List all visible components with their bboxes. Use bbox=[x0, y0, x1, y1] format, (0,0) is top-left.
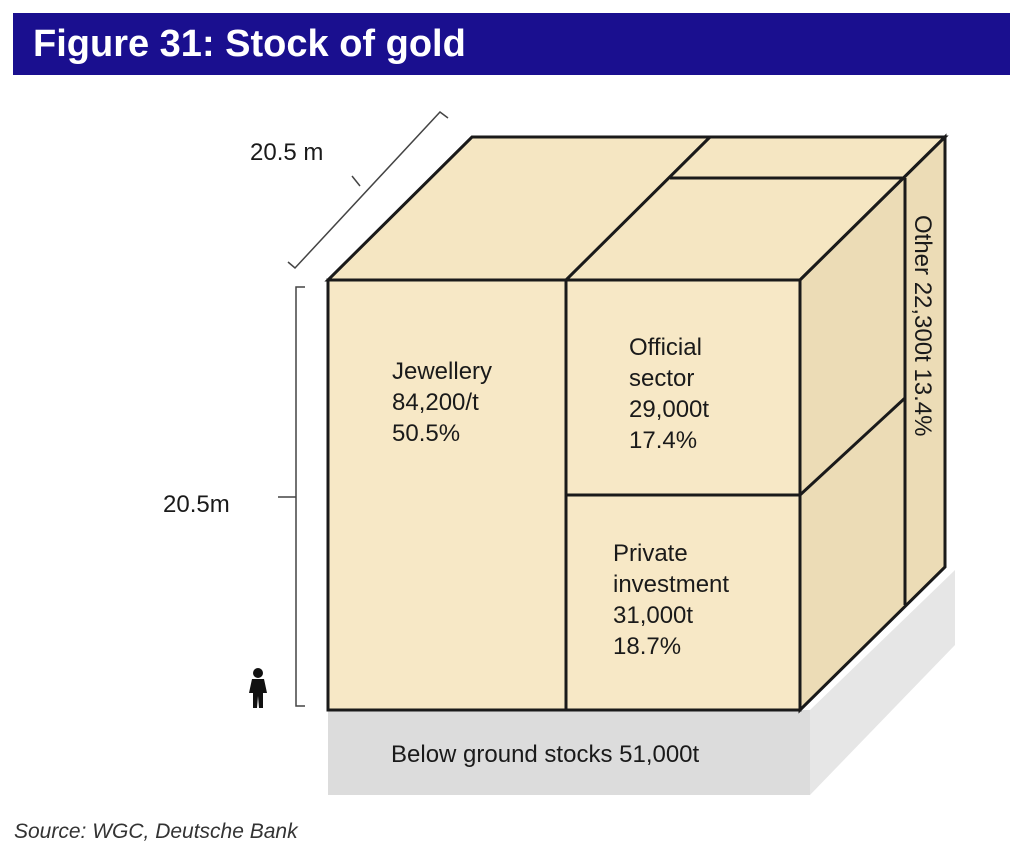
depth-dimension-bracket bbox=[287, 110, 449, 270]
base-slab-front bbox=[328, 710, 810, 795]
private-percent: 18.7% bbox=[613, 633, 681, 660]
side-divider-official-private bbox=[798, 396, 907, 497]
base-slab-side bbox=[810, 570, 955, 795]
official-name-2: sector bbox=[629, 365, 694, 392]
jewellery-percent: 50.5% bbox=[392, 420, 460, 447]
height-label: 20.5m bbox=[163, 491, 230, 518]
top-divider-jewellery bbox=[564, 135, 712, 282]
official-tonnes: 29,000t bbox=[629, 396, 709, 423]
person-silhouette-icon bbox=[249, 668, 267, 708]
below-ground-label: Below ground stocks 51,000t bbox=[391, 741, 700, 768]
height-dimension-bracket bbox=[278, 286, 305, 707]
other-label: Other 22,300t 13.4% bbox=[909, 215, 936, 436]
official-name-1: Official bbox=[629, 334, 702, 361]
jewellery-name: Jewellery bbox=[392, 358, 492, 385]
figure-title-bar: Figure 31: Stock of gold bbox=[13, 13, 1010, 75]
official-percent: 17.4% bbox=[629, 427, 697, 454]
source-note: Source: WGC, Deutsche Bank bbox=[14, 820, 298, 843]
jewellery-label: Jewellery 84,200/t 50.5% bbox=[392, 358, 499, 447]
figure-title: Figure 31: Stock of gold bbox=[33, 23, 466, 65]
private-name-1: Private bbox=[613, 540, 688, 567]
jewellery-tonnes: 84,200/t bbox=[392, 389, 479, 416]
private-name-2: investment bbox=[613, 571, 729, 598]
private-investment-label: Private investment 31,000t 18.7% bbox=[613, 540, 736, 660]
private-tonnes: 31,000t bbox=[613, 602, 693, 629]
official-sector-label: Official sector 29,000t 17.4% bbox=[629, 334, 716, 454]
depth-label: 20.5 m bbox=[250, 139, 323, 166]
